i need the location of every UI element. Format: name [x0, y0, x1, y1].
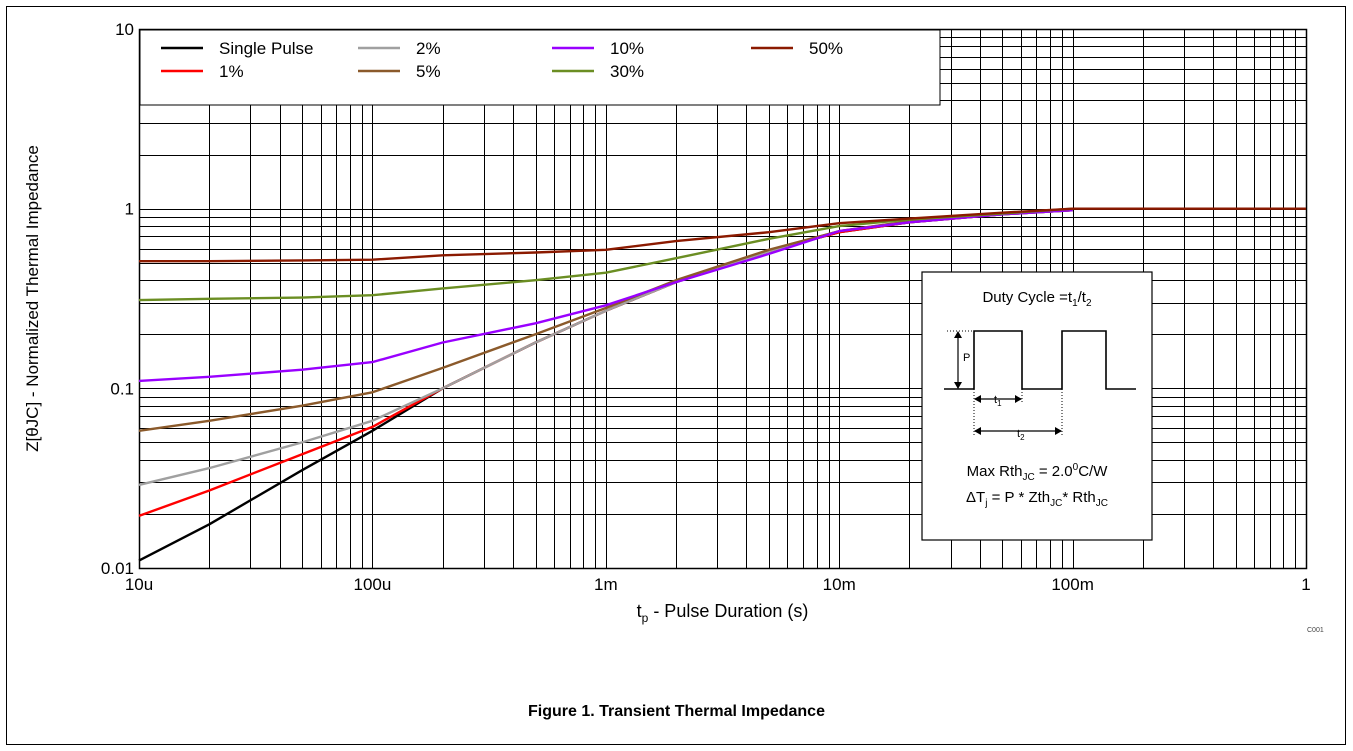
figure-caption: Figure 1. Transient Thermal Impedance — [528, 703, 825, 720]
t2-label: t2 — [1017, 428, 1025, 442]
p-arrow-heads — [954, 331, 962, 389]
legend-label: 1% — [219, 62, 244, 81]
max-rth-formula: Max RthJC = 2.00C/W — [967, 462, 1109, 483]
x-axis-label: tp - Pulse Duration (s) — [637, 601, 809, 625]
x-tick-label: 10m — [823, 575, 856, 594]
t1-label: t1 — [994, 394, 1002, 408]
figure-code: C001 — [1307, 627, 1324, 634]
delta-tj-formula: ΔTj = P * ZthJC* RthJC — [966, 489, 1108, 509]
duty-cycle-inset: Duty Cycle =t1/t2 Pt1 t2 Max RthJC = 2.00C/… — [921, 271, 1153, 541]
y-tick-label: 10 — [115, 20, 134, 39]
x-tick-label: 100u — [353, 575, 391, 594]
legend-label: 50% — [809, 39, 843, 58]
inset-box — [921, 271, 1153, 541]
inset-title: Duty Cycle =t1/t2 — [982, 289, 1092, 309]
legend-label: 5% — [416, 62, 441, 81]
x-tick-label: 1 — [1301, 575, 1310, 594]
y-tick-label: 0.1 — [110, 379, 134, 398]
legend: Single Pulse 1% 2% 5% 10% 30% 50% — [139, 29, 941, 106]
x-tick-label: 1m — [594, 575, 618, 594]
legend-label: 2% — [416, 39, 441, 58]
series-line-4 — [138, 209, 1073, 383]
legend-label: Single Pulse — [219, 39, 314, 58]
legend-label: 30% — [610, 62, 644, 81]
y-tick-label: 1 — [125, 200, 134, 219]
legend-box — [139, 29, 941, 106]
y-axis-label: Z[θJC] - Normalized Thermal Impedance — [23, 145, 42, 452]
pulse-waveform — [944, 330, 1136, 390]
x-tick-label: 100m — [1051, 575, 1094, 594]
y-tick-label: 0.01 — [101, 559, 134, 578]
series-line-6 — [139, 207, 1306, 263]
figure-frame — [6, 6, 1346, 745]
x-tick-label: 10u — [125, 575, 153, 594]
p-label: P — [963, 352, 970, 364]
legend-label: 10% — [610, 39, 644, 58]
thermal-impedance-chart: 10u 100u 1m 10m 100m 1 0.01 0.1 1 10 tp - Pulse Du… — [23, 20, 1311, 625]
